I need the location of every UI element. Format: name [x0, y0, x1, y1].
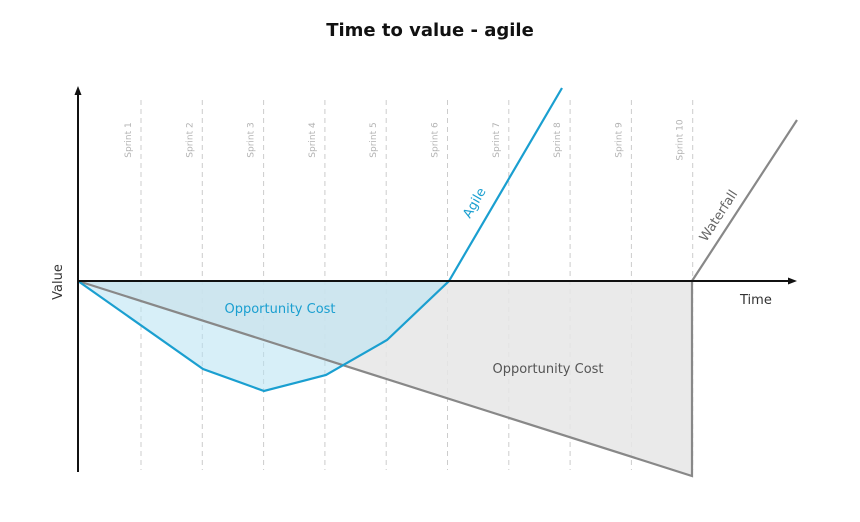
sprint-label: Sprint 2 — [185, 122, 195, 157]
y-axis-arrowhead — [74, 86, 82, 95]
agile-opportunity-cost-label: Opportunity Cost — [224, 302, 335, 317]
sprint-label: Sprint 5 — [369, 122, 379, 157]
waterfall-value-line — [77, 119, 798, 478]
sprint-label: Sprint 8 — [553, 122, 563, 158]
sprint-label: Sprint 7 — [492, 122, 502, 157]
sprint-labels: Sprint 1 Sprint 2 Sprint 3 Sprint 4 Sprint 5… — [124, 119, 686, 160]
sprint-label: Sprint 9 — [614, 122, 624, 158]
agile-opportunity-cost-area — [78, 281, 449, 391]
x-axis-label: Time — [739, 293, 772, 308]
sprint-label: Sprint 3 — [247, 122, 257, 157]
agile-line-label: Agile — [460, 185, 489, 221]
x-axis-arrowhead — [788, 277, 797, 285]
y-axis-label: Value — [51, 264, 66, 300]
sprint-label: Sprint 6 — [431, 122, 441, 158]
sprint-label: Sprint 4 — [308, 122, 318, 158]
waterfall-opportunity-cost-label: Opportunity Cost — [492, 362, 603, 377]
sprint-label: Sprint 10 — [676, 119, 686, 160]
chart-title: Time to value - agile — [326, 20, 534, 41]
sprint-label: Sprint 1 — [124, 122, 134, 157]
